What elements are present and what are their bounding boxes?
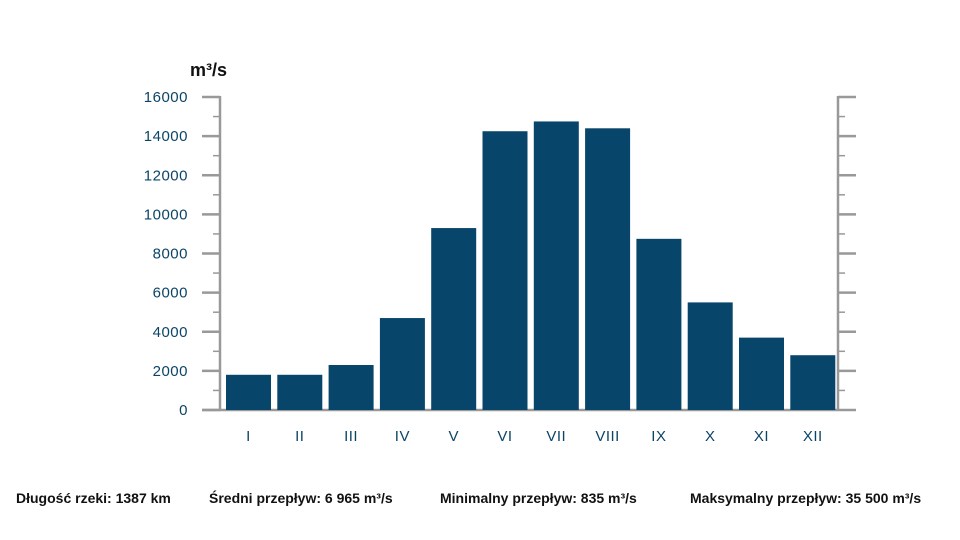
bar-VIII — [585, 128, 631, 411]
min-flow: Minimalny przepływ: 835 m³/s — [440, 490, 637, 506]
x-tick-label: IV — [395, 428, 410, 445]
river-length: Długość rzeki: 1387 km — [16, 490, 171, 506]
bar-V — [431, 228, 477, 410]
x-tick-label: V — [448, 428, 459, 445]
y-tick-label: 12000 — [144, 167, 188, 184]
x-tick-label: VI — [497, 428, 512, 445]
y-tick-label: 4000 — [153, 324, 188, 341]
max-flow: Maksymalny przepływ: 35 500 m³/s — [690, 490, 922, 506]
x-tick-label: XI — [754, 428, 769, 445]
x-tick-label: XII — [803, 428, 823, 445]
bar-IV — [379, 318, 425, 410]
y-tick-label: 14000 — [144, 128, 188, 145]
x-tick-label: VII — [546, 428, 566, 445]
y-axis-label: m³/s — [190, 60, 227, 80]
bar-IX — [636, 238, 682, 410]
y-tick-label: 10000 — [144, 206, 188, 223]
bar-II — [277, 374, 323, 410]
bar-VI — [482, 131, 528, 410]
x-tick-label: I — [246, 428, 251, 445]
y-tick-label: 0 — [179, 402, 188, 419]
y-tick-label: 8000 — [153, 246, 188, 263]
bar-XI — [739, 337, 784, 410]
bar-X — [687, 302, 733, 410]
x-tick-label: IX — [651, 428, 666, 445]
mean-flow: Średni przepływ: 6 965 m³/s — [209, 490, 393, 506]
x-tick-label: VIII — [595, 428, 620, 445]
y-tick-label: 6000 — [153, 285, 188, 302]
x-tick-label: X — [705, 428, 716, 445]
x-tick-label: III — [344, 428, 358, 445]
bar-III — [328, 365, 374, 410]
bar-VII — [533, 121, 579, 410]
x-tick-label: II — [295, 428, 304, 445]
y-tick-label: 16000 — [144, 89, 188, 106]
bar-I — [226, 374, 271, 410]
y-tick-label: 2000 — [153, 363, 188, 380]
bar-XII — [790, 355, 836, 410]
